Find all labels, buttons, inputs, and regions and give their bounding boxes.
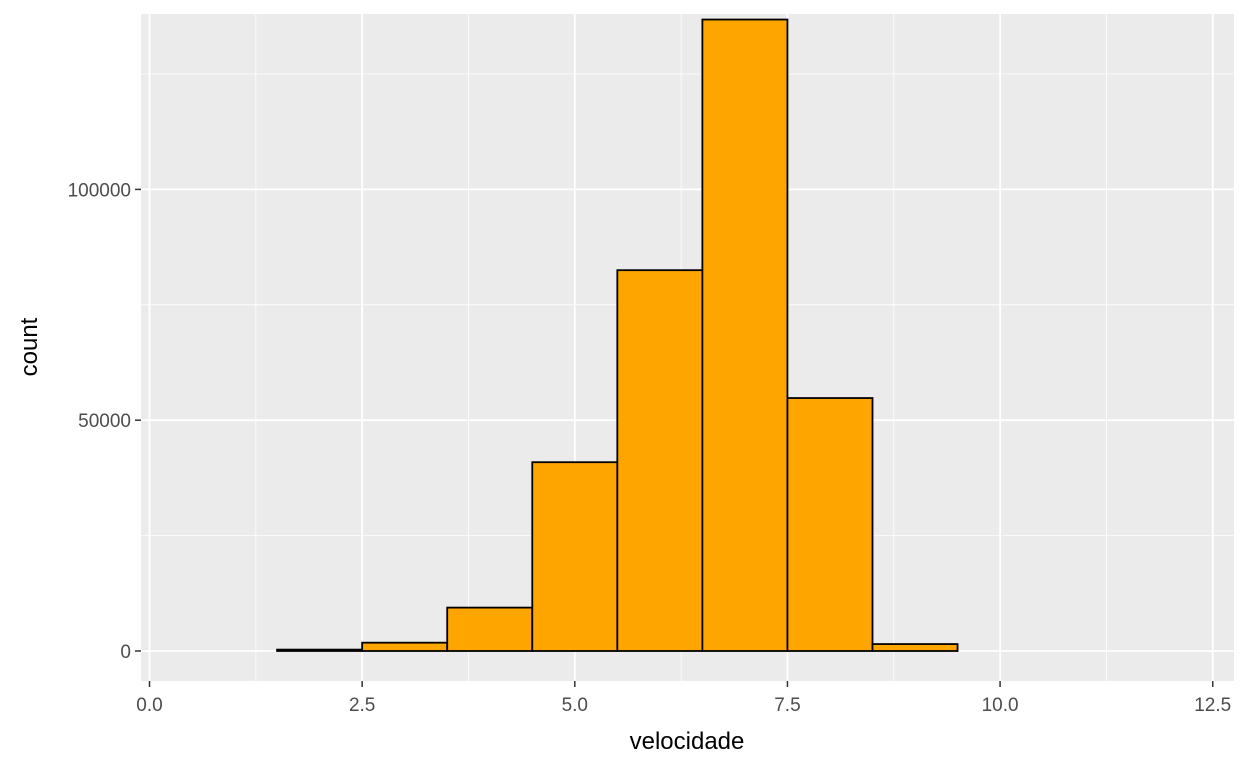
- histogram-bar: [276, 648, 364, 652]
- histogram-bar: [701, 18, 789, 652]
- x-tick-label: 7.5: [774, 695, 800, 716]
- x-tick-label: 12.5: [1194, 695, 1231, 716]
- histogram-bar: [531, 461, 619, 652]
- histogram-bar: [361, 641, 449, 652]
- histogram-bars: [276, 18, 959, 652]
- histogram-bar: [786, 397, 874, 652]
- x-tick-label: 2.5: [349, 695, 375, 716]
- histogram-bar: [871, 643, 959, 652]
- x-axis-title: velocidade: [630, 728, 745, 755]
- x-tick-label: 5.0: [562, 695, 588, 716]
- y-axis-ticks: 0 50000 100000: [68, 180, 141, 663]
- y-axis-title: count: [16, 317, 43, 376]
- y-tick-label: 0: [120, 642, 131, 663]
- histogram-bar: [616, 269, 704, 652]
- histogram-bar: [446, 606, 534, 652]
- x-axis-ticks: 0.0 2.5 5.0 7.5 10.0 12.5: [136, 681, 1231, 716]
- y-tick-label: 100000: [68, 180, 131, 201]
- y-tick-label: 50000: [78, 411, 131, 432]
- x-tick-label: 10.0: [982, 695, 1019, 716]
- x-tick-label: 0.0: [136, 695, 162, 716]
